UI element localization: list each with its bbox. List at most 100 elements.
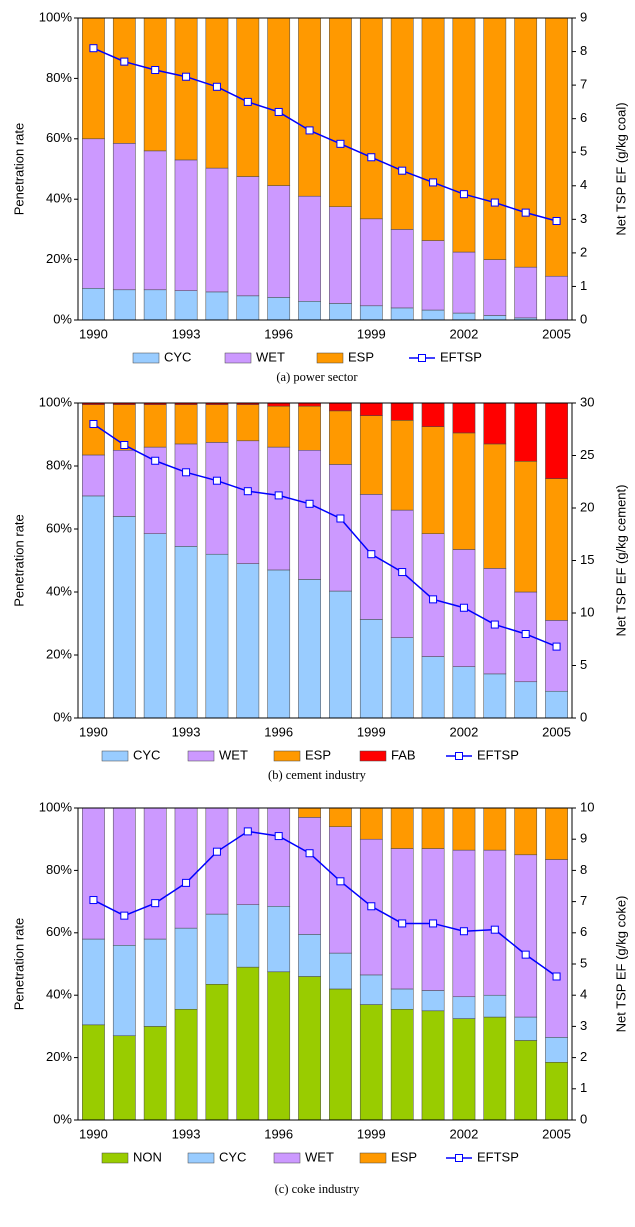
y2-tick-label: 6 (580, 110, 587, 125)
x-tick-label: 1996 (264, 724, 293, 739)
bar-segment (236, 440, 260, 564)
y-tick-label: 40% (46, 583, 72, 598)
y-tick-label: 0% (53, 311, 72, 326)
line-marker (151, 899, 160, 908)
y2-tick-label: 10 (580, 799, 594, 814)
bar-segment (82, 138, 105, 289)
y-tick-label: 100% (39, 394, 73, 409)
bar-segment (514, 807, 538, 856)
caption: (c) coke industry (275, 1182, 360, 1196)
bar-segment (390, 1008, 414, 1121)
legend-label: CYC (164, 349, 191, 364)
bar-segment (82, 807, 105, 940)
line-marker (552, 972, 561, 981)
y2-tick-label: 25 (580, 447, 594, 462)
legend-swatch (359, 1152, 387, 1164)
bar-segment (359, 17, 383, 220)
bar-segment (545, 807, 568, 860)
caption: (a) power sector (276, 370, 358, 384)
line-marker (274, 491, 283, 500)
line-marker (305, 499, 314, 508)
bar-segment (545, 1037, 568, 1063)
line-marker (305, 849, 314, 858)
line-marker (274, 832, 283, 841)
line-marker (398, 568, 407, 577)
y2-tick-label: 8 (580, 862, 587, 877)
line-marker (212, 847, 221, 856)
y2-tick-label: 4 (580, 987, 587, 1002)
bar-segment (112, 807, 136, 946)
line-marker (151, 66, 160, 75)
line-marker (182, 878, 191, 887)
legend-label: EFTSP (477, 1149, 519, 1164)
bar-segment (174, 443, 198, 547)
bar-segment (390, 807, 414, 849)
y-tick-label: 80% (46, 862, 72, 877)
legend-label: WET (219, 747, 248, 762)
bar-segment (329, 206, 352, 304)
bar-segment (174, 927, 198, 1010)
line-marker (367, 550, 376, 559)
x-tick-label: 1993 (172, 326, 201, 341)
y-tick-label: 100% (39, 799, 73, 814)
x-tick-label: 2005 (542, 326, 571, 341)
bar-segment (267, 807, 291, 907)
y2-tick-label: 2 (580, 244, 587, 259)
x-tick-label: 1990 (79, 1126, 108, 1141)
y2-tick-label: 30 (580, 394, 594, 409)
y-tick-label: 40% (46, 191, 72, 206)
bar-segment (174, 17, 198, 161)
bar-segment (205, 17, 229, 169)
x-tick-label: 1996 (264, 326, 293, 341)
bar-segment (143, 17, 167, 152)
bar-segment (205, 404, 229, 443)
line-marker (182, 72, 191, 81)
bar-segment (298, 579, 321, 719)
x-tick-label: 2002 (449, 326, 478, 341)
bar-segment (205, 167, 229, 293)
line-marker (182, 468, 191, 477)
legend-label: ESP (305, 747, 331, 762)
legend-marker (455, 1154, 463, 1162)
bar-segment (298, 17, 321, 197)
y-axis-title: Penetration rate (11, 123, 26, 216)
bar-segment (421, 656, 445, 719)
bar-segment (267, 971, 291, 1121)
y-axis-title: Penetration rate (11, 514, 26, 607)
bar-segment (174, 404, 198, 445)
bar-segment (514, 1040, 538, 1121)
y-tick-label: 60% (46, 130, 72, 145)
bar-segment (390, 229, 414, 309)
bar-segment (483, 673, 507, 719)
line (93, 423, 557, 648)
bar-segment (545, 17, 568, 277)
x-tick-label: 2005 (542, 724, 571, 739)
y2-tick-label: 3 (580, 1018, 587, 1033)
bar-segment (421, 1010, 445, 1121)
bar-segment (545, 620, 568, 692)
bar-segment (267, 185, 291, 298)
bar-segment (205, 984, 229, 1121)
plot-frame (77, 17, 573, 321)
y2-tick-label: 20 (580, 499, 594, 514)
y2-tick-label: 0 (580, 1111, 587, 1126)
y2-tick-label: 6 (580, 924, 587, 939)
bar-segment (359, 974, 383, 1005)
line (93, 47, 557, 222)
bar-segment (452, 1018, 476, 1121)
bar-segment (329, 952, 352, 990)
line-marker (552, 217, 561, 226)
bar-segment (112, 17, 136, 144)
bar-segment (514, 854, 538, 1018)
legend-swatch (132, 352, 160, 364)
bar-segment (174, 546, 198, 719)
bar-segment (390, 637, 414, 719)
bar-segment (112, 516, 136, 719)
line-marker (429, 595, 438, 604)
bar-segment (267, 17, 291, 186)
legend-label: EFTSP (477, 747, 519, 762)
bar-segment (174, 1008, 198, 1121)
bar-segment (205, 442, 229, 555)
bar-segment (359, 305, 383, 321)
line-marker (212, 82, 221, 91)
